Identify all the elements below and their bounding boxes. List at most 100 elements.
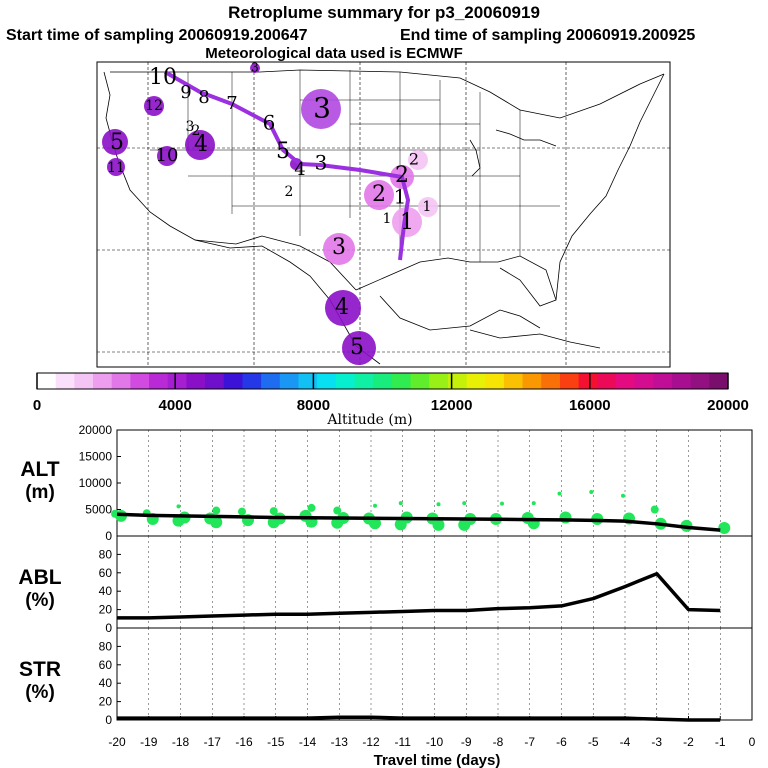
- y-tick-label: 10000: [79, 476, 113, 490]
- canada-border: [110, 69, 665, 119]
- plume-circle: [325, 290, 361, 326]
- x-tick-label: -3: [651, 735, 662, 749]
- plume-label: 7: [226, 93, 237, 114]
- colorbar-segment: [559, 373, 580, 389]
- colorbar-tick-label: 20000: [707, 397, 749, 414]
- y-tick-label: 40: [99, 584, 113, 598]
- scatter-point: [373, 503, 377, 508]
- colorbar-segment: [279, 373, 299, 389]
- x-tick-label: -1: [715, 735, 726, 749]
- plume-label: 12: [145, 98, 163, 114]
- colorbar-segment: [429, 373, 449, 389]
- y-axis-label: ALT: [20, 458, 59, 481]
- scatter-point: [531, 501, 536, 506]
- colorbar-segment: [597, 373, 617, 389]
- y-tick-label: 80: [99, 547, 113, 561]
- y-axis-label: STR: [19, 658, 61, 681]
- plume-circle: [392, 207, 422, 237]
- x-tick-label: -11: [395, 735, 412, 749]
- plume-circle: [185, 130, 215, 160]
- plume-circle: [102, 129, 128, 155]
- x-tick-label: -15: [267, 735, 285, 749]
- state-borders: [150, 70, 560, 262]
- plume-circle: [157, 146, 177, 166]
- plume-label: 3: [313, 92, 331, 125]
- y-axis-label: (%): [25, 682, 55, 703]
- map-frame: [96, 61, 671, 368]
- scatter-point: [331, 516, 344, 529]
- plume-label: 3: [251, 61, 259, 75]
- scatter-point: [267, 516, 280, 529]
- yucatan-coast: [379, 295, 541, 331]
- x-tick-label: -5: [588, 735, 599, 749]
- plume-label: 6: [263, 111, 276, 135]
- colorbar-segment: [223, 373, 243, 389]
- x-tick-label: -20: [108, 735, 126, 749]
- colorbar-segment: [317, 373, 337, 389]
- colorbar-tick-labels: 0 4000 8000 12000 16000 20000: [33, 373, 749, 414]
- colorbar-segment: [37, 373, 57, 389]
- scatter-point: [269, 507, 278, 516]
- colorbar-tick-label: 8000: [297, 397, 330, 414]
- plume-circle: [250, 63, 260, 73]
- colorbar-segment: [149, 373, 169, 389]
- colorbar-segment: [186, 373, 206, 389]
- colorbar-tick-label: 12000: [431, 397, 473, 414]
- colorbar-title: Altitude (m): [326, 412, 412, 428]
- plume-circle: [342, 331, 376, 365]
- colorbar-segment: [130, 373, 150, 389]
- x-tick-label: -16: [235, 735, 253, 749]
- plume-circle: [323, 233, 355, 265]
- plume-label: 2: [372, 182, 386, 207]
- plume-label: 2: [192, 123, 201, 139]
- y-tick-label: 20000: [79, 423, 113, 437]
- y-tick-label: 15000: [79, 450, 113, 464]
- colorbar-segment: [242, 373, 262, 389]
- colorbar-tick-label: 0: [33, 397, 41, 414]
- colorbar-segment: [634, 373, 654, 389]
- sampling-start-label: Start time of sampling 20060919.200647: [6, 27, 308, 44]
- plume-label: 3: [315, 151, 328, 175]
- y-tick-label: 0: [105, 713, 112, 727]
- y-axis-label: (m): [25, 482, 55, 503]
- scatter-point: [333, 506, 342, 515]
- scatter-point: [557, 491, 562, 496]
- colorbar-segment: [709, 373, 729, 389]
- plume-label: 10: [156, 145, 179, 166]
- west-coast-border: [103, 71, 381, 365]
- plume-label: 2: [409, 150, 419, 169]
- scatter-point: [589, 490, 594, 495]
- plume-label: 3: [332, 235, 346, 260]
- plume-circle: [418, 197, 438, 217]
- colorbar-segment: [578, 373, 598, 389]
- sampling-end-label: End time of sampling 20060919.200925: [400, 27, 696, 44]
- trajectory-line: [164, 70, 410, 261]
- colorbar-segment: [298, 373, 318, 389]
- plume-label: 9: [180, 82, 191, 103]
- plume-label: 1: [400, 210, 414, 235]
- colorbar-segment: [261, 373, 281, 389]
- gulf-coast: [355, 255, 557, 307]
- x-tick-label: -8: [493, 735, 504, 749]
- scatter-point: [176, 504, 181, 509]
- altitude-colorbar: [36, 372, 729, 390]
- x-tick-label: -2: [683, 735, 694, 749]
- scatter-point: [172, 514, 185, 527]
- series-line: [117, 571, 721, 620]
- x-tick-label: -13: [331, 735, 349, 749]
- y-tick-label: 0: [105, 621, 112, 635]
- colorbar-segment: [55, 373, 75, 389]
- scatter-point: [369, 517, 381, 530]
- y-tick-label: 60: [99, 566, 113, 580]
- met-data-label: Meteorological data used is ECMWF: [205, 45, 463, 62]
- x-tick-label: -18: [172, 735, 190, 749]
- plume-label: 10: [149, 65, 177, 90]
- colorbar-segment: [690, 373, 710, 389]
- scatter-point: [462, 501, 467, 506]
- series-line: [116, 512, 721, 532]
- plume-label: 1: [383, 211, 392, 227]
- colorbar-segment: [205, 373, 225, 389]
- plume-circle: [144, 96, 164, 116]
